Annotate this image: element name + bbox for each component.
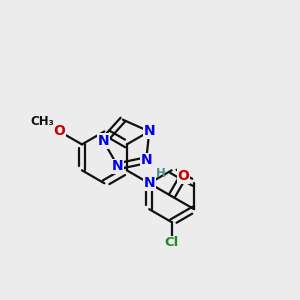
Text: O: O	[53, 124, 65, 138]
Text: N: N	[140, 153, 152, 167]
Text: N: N	[143, 124, 155, 138]
Text: N: N	[143, 176, 155, 190]
Text: N: N	[98, 134, 109, 148]
Text: Cl: Cl	[165, 236, 179, 249]
Text: H: H	[156, 167, 166, 180]
Text: CH₃: CH₃	[31, 115, 55, 128]
Text: O: O	[177, 169, 189, 183]
Text: N: N	[112, 159, 124, 173]
